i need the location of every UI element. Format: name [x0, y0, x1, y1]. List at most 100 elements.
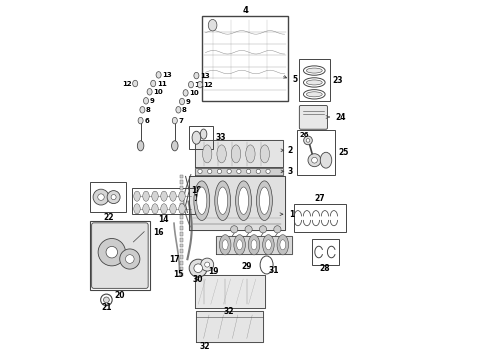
Ellipse shape	[277, 235, 289, 255]
Circle shape	[106, 247, 118, 258]
Ellipse shape	[172, 117, 177, 124]
Ellipse shape	[222, 240, 228, 250]
Bar	[180, 249, 183, 253]
Ellipse shape	[231, 226, 238, 233]
Text: 18: 18	[191, 186, 201, 195]
Bar	[294, 204, 346, 232]
Ellipse shape	[161, 191, 167, 201]
Text: 18: 18	[193, 194, 203, 202]
Bar	[180, 255, 183, 259]
Circle shape	[125, 255, 134, 264]
Bar	[180, 198, 183, 201]
Text: 4: 4	[242, 6, 248, 15]
Text: 7: 7	[178, 118, 183, 123]
Ellipse shape	[245, 226, 252, 233]
Text: 27: 27	[315, 194, 325, 203]
Bar	[180, 175, 183, 178]
Ellipse shape	[140, 107, 145, 113]
Ellipse shape	[215, 181, 231, 220]
Text: 31: 31	[269, 266, 279, 275]
Circle shape	[194, 264, 202, 273]
Ellipse shape	[179, 191, 185, 201]
Circle shape	[100, 294, 112, 306]
Circle shape	[304, 136, 312, 145]
Ellipse shape	[303, 66, 325, 75]
Ellipse shape	[245, 145, 255, 163]
Circle shape	[205, 262, 210, 267]
Text: 5: 5	[292, 75, 297, 84]
Bar	[180, 273, 183, 276]
Ellipse shape	[176, 107, 181, 113]
Ellipse shape	[306, 68, 322, 73]
Ellipse shape	[134, 204, 140, 214]
Ellipse shape	[239, 187, 248, 215]
Bar	[180, 209, 183, 213]
Ellipse shape	[147, 89, 152, 95]
Ellipse shape	[236, 181, 251, 220]
Bar	[90, 221, 149, 290]
Bar	[180, 186, 183, 190]
Text: 10: 10	[189, 90, 199, 96]
Ellipse shape	[170, 191, 176, 201]
Circle shape	[198, 169, 202, 174]
Circle shape	[201, 258, 214, 271]
Text: 9: 9	[186, 99, 191, 104]
Ellipse shape	[231, 145, 241, 163]
Circle shape	[98, 194, 104, 201]
Ellipse shape	[179, 98, 185, 105]
Text: 29: 29	[242, 262, 252, 271]
Bar	[180, 238, 183, 242]
Ellipse shape	[172, 141, 178, 151]
Circle shape	[306, 139, 310, 142]
Text: 32: 32	[223, 307, 234, 316]
Circle shape	[189, 259, 207, 277]
Text: 8: 8	[146, 107, 151, 113]
Bar	[132, 188, 195, 214]
Ellipse shape	[197, 187, 207, 215]
Text: 24: 24	[335, 112, 346, 122]
Bar	[297, 130, 335, 175]
FancyBboxPatch shape	[299, 105, 327, 129]
Ellipse shape	[220, 235, 231, 255]
Text: 2: 2	[288, 146, 293, 155]
Polygon shape	[189, 176, 285, 230]
Text: 33: 33	[216, 133, 226, 142]
Bar	[180, 192, 183, 195]
Text: 13: 13	[200, 73, 210, 78]
Ellipse shape	[260, 256, 273, 274]
Bar	[180, 261, 183, 265]
Ellipse shape	[303, 90, 325, 99]
Bar	[202, 16, 288, 101]
Ellipse shape	[274, 226, 281, 233]
Text: 16: 16	[153, 228, 164, 237]
Bar	[180, 203, 183, 207]
Ellipse shape	[179, 204, 185, 214]
Text: 26: 26	[299, 132, 309, 138]
Ellipse shape	[200, 129, 207, 139]
Circle shape	[217, 169, 221, 174]
Bar	[312, 239, 339, 265]
Ellipse shape	[144, 98, 148, 104]
FancyBboxPatch shape	[92, 223, 148, 288]
Ellipse shape	[151, 80, 156, 87]
Text: 22: 22	[103, 213, 114, 222]
Ellipse shape	[152, 191, 158, 201]
Circle shape	[227, 169, 231, 174]
Ellipse shape	[183, 90, 188, 96]
Text: 11: 11	[157, 81, 167, 86]
Ellipse shape	[134, 191, 140, 201]
Ellipse shape	[137, 141, 144, 151]
Ellipse shape	[320, 152, 332, 168]
Text: 10: 10	[153, 89, 163, 95]
Circle shape	[246, 169, 251, 174]
Circle shape	[237, 169, 241, 174]
Bar	[299, 59, 330, 101]
Ellipse shape	[251, 240, 257, 250]
Text: 13: 13	[162, 72, 172, 78]
Ellipse shape	[202, 145, 212, 163]
Text: 9: 9	[149, 98, 154, 104]
Bar	[180, 244, 183, 247]
Circle shape	[120, 249, 140, 269]
Text: 3: 3	[288, 167, 293, 176]
Circle shape	[111, 195, 116, 200]
